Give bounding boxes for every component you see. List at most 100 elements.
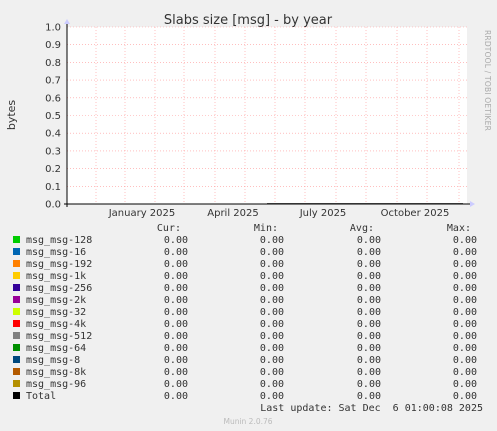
legend-value-cur: 0.00 [164,247,188,258]
legend-value-cur: 0.00 [164,319,188,330]
legend-value-avg: 0.00 [357,259,381,270]
y-tick-label: 0.6 [45,93,61,104]
y-tick-labels: 0.0 0.1 0.2 0.3 0.4 0.5 0.6 0.7 0.8 0.9 1.0 [45,23,61,211]
legend-value-max: 0.00 [453,283,477,294]
legend-value-max: 0.00 [453,271,477,282]
y-tick-label: 1.0 [45,23,61,34]
legend-value-min: 0.00 [260,235,284,246]
y-tick-label: 0.2 [45,164,61,175]
legend-series-name: msg_msg-32 [26,307,86,318]
legend-header-avg: Avg: [350,223,374,234]
legend-row: msg_msg-96 0.00 0.00 0.00 0.00 [13,379,477,390]
legend-value-cur: 0.00 [164,331,188,342]
legend-swatch [13,260,20,267]
legend-series-name: Total [26,391,56,402]
x-tick-label: July 2025 [299,208,347,219]
legend-series-name: msg_msg-64 [26,343,86,354]
legend-swatch [13,380,20,387]
legend-series-name: msg_msg-8 [26,355,80,366]
legend-swatch [13,320,20,327]
x-tick-label: October 2025 [381,208,450,219]
legend-row: msg_msg-8 0.00 0.00 0.00 0.00 [13,355,477,366]
legend-value-cur: 0.00 [164,391,188,402]
legend-value-max: 0.00 [453,319,477,330]
legend-value-min: 0.00 [260,271,284,282]
legend-value-avg: 0.00 [357,235,381,246]
x-tick-label: January 2025 [108,208,176,219]
legend-value-avg: 0.00 [357,319,381,330]
legend-row: msg_msg-16 0.00 0.00 0.00 0.00 [13,247,477,258]
legend-swatch [13,236,20,243]
legend-value-avg: 0.00 [357,247,381,258]
legend-swatch [13,284,20,291]
legend-value-avg: 0.00 [357,367,381,378]
legend-value-min: 0.00 [260,379,284,390]
legend-value-max: 0.00 [453,367,477,378]
legend-value-cur: 0.00 [164,283,188,294]
legend-swatch [13,296,20,303]
legend-swatch [13,344,20,351]
legend-value-cur: 0.00 [164,367,188,378]
legend-value-cur: 0.00 [164,343,188,354]
legend-value-min: 0.00 [260,295,284,306]
y-tick-label: 0.8 [45,58,61,69]
horizontal-grid [67,26,467,187]
legend-series-name: msg_msg-512 [26,331,92,342]
legend-value-min: 0.00 [260,391,284,402]
legend-value-avg: 0.00 [357,331,381,342]
legend-series-name: msg_msg-1k [26,271,86,282]
y-axis-arrow [64,19,70,24]
legend-series-name: msg_msg-96 [26,379,86,390]
legend-value-max: 0.00 [453,379,477,390]
legend-value-avg: 0.00 [357,307,381,318]
legend-swatch [13,272,20,279]
legend-value-avg: 0.00 [357,271,381,282]
legend-row: msg_msg-1k 0.00 0.00 0.00 0.00 [13,271,477,282]
x-axis-arrow [470,201,475,207]
legend-value-max: 0.00 [453,259,477,270]
legend-value-max: 0.00 [453,235,477,246]
legend-series-name: msg_msg-128 [26,235,92,246]
legend-row: msg_msg-192 0.00 0.00 0.00 0.00 [13,259,477,270]
legend-swatch [13,332,20,339]
legend-value-min: 0.00 [260,343,284,354]
legend-series-name: msg_msg-8k [26,367,86,378]
legend-header-min: Min: [254,223,278,234]
x-tick-label: April 2025 [207,208,258,219]
legend-value-avg: 0.00 [357,391,381,402]
y-tick-label: 0.0 [45,200,61,211]
legend-value-max: 0.00 [453,331,477,342]
legend-value-cur: 0.00 [164,271,188,282]
legend-value-avg: 0.00 [357,343,381,354]
legend-row: Total 0.00 0.00 0.00 0.00 [13,391,477,402]
legend-value-cur: 0.00 [164,355,188,366]
munin-footer: Munin 2.0.76 [223,417,272,426]
legend-value-avg: 0.00 [357,379,381,390]
legend-series-name: msg_msg-2k [26,295,86,306]
legend-row: msg_msg-128 0.00 0.00 0.00 0.00 [13,235,477,246]
legend-value-min: 0.00 [260,259,284,270]
legend-value-max: 0.00 [453,295,477,306]
rrdtool-side-label: RRDTOOL / TOBI OETIKER [483,30,492,131]
legend-value-max: 0.00 [453,343,477,354]
legend-row: msg_msg-4k 0.00 0.00 0.00 0.00 [13,319,477,330]
legend-row: msg_msg-32 0.00 0.00 0.00 0.00 [13,307,477,318]
y-tick-label: 0.4 [45,129,61,140]
legend-value-cur: 0.00 [164,295,188,306]
legend-row: msg_msg-512 0.00 0.00 0.00 0.00 [13,331,477,342]
legend-header-cur: Cur: [157,223,181,234]
legend-value-max: 0.00 [453,247,477,258]
legend-value-min: 0.00 [260,319,284,330]
y-tick-label: 0.7 [45,76,61,87]
y-axis-label: bytes [5,100,18,131]
legend-value-max: 0.00 [453,355,477,366]
y-tick-label: 0.3 [45,146,61,157]
legend-series-name: msg_msg-16 [26,247,86,258]
legend-value-cur: 0.00 [164,235,188,246]
y-tick-label: 0.9 [45,40,61,51]
legend-value-min: 0.00 [260,331,284,342]
legend-value-min: 0.00 [260,367,284,378]
legend-value-max: 0.00 [453,307,477,318]
